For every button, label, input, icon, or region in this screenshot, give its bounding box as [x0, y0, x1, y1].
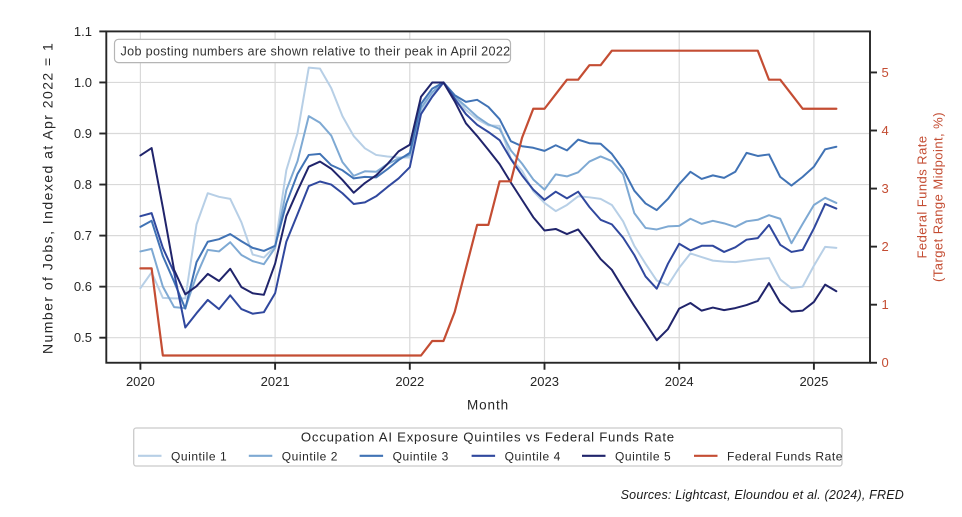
svg-text:Quintile 5: Quintile 5 [615, 449, 671, 463]
svg-text:Quintile 2: Quintile 2 [282, 449, 338, 463]
svg-text:0: 0 [882, 355, 889, 370]
svg-text:Federal Funds Rate: Federal Funds Rate [915, 136, 930, 259]
svg-text:Quintile 1: Quintile 1 [171, 449, 227, 463]
svg-text:1.0: 1.0 [74, 75, 92, 90]
svg-text:4: 4 [882, 123, 889, 138]
svg-text:0.8: 0.8 [74, 177, 92, 192]
svg-text:1: 1 [882, 297, 889, 312]
svg-text:Sources: Lightcast, Eloundou e: Sources: Lightcast, Eloundou et al. (202… [621, 488, 904, 502]
svg-text:Federal Funds Rate: Federal Funds Rate [727, 449, 843, 463]
svg-text:0.5: 0.5 [74, 330, 92, 345]
svg-text:1.1: 1.1 [74, 24, 92, 39]
svg-text:Occupation AI Exposure Quintil: Occupation AI Exposure Quintiles vs Fede… [301, 429, 675, 444]
svg-text:2025: 2025 [799, 374, 828, 389]
svg-text:Month: Month [467, 398, 509, 413]
svg-text:2022: 2022 [395, 374, 424, 389]
svg-text:Number of Jobs, Indexed at Apr: Number of Jobs, Indexed at Apr 2022 = 1 [40, 42, 56, 354]
svg-text:3: 3 [882, 181, 889, 196]
svg-text:2020: 2020 [126, 374, 155, 389]
svg-text:0.6: 0.6 [74, 279, 92, 294]
svg-text:0.7: 0.7 [74, 228, 92, 243]
svg-text:2: 2 [882, 239, 889, 254]
svg-text:Quintile 4: Quintile 4 [505, 449, 561, 463]
svg-text:0.9: 0.9 [74, 126, 92, 141]
svg-text:(Target Range Midpoint, %): (Target Range Midpoint, %) [931, 112, 946, 282]
svg-text:Job posting numbers are shown: Job posting numbers are shown relative t… [121, 44, 511, 58]
svg-text:2021: 2021 [261, 374, 290, 389]
svg-text:2024: 2024 [665, 374, 694, 389]
svg-text:5: 5 [882, 65, 889, 80]
svg-text:Quintile 3: Quintile 3 [393, 449, 449, 463]
svg-text:2023: 2023 [530, 374, 559, 389]
